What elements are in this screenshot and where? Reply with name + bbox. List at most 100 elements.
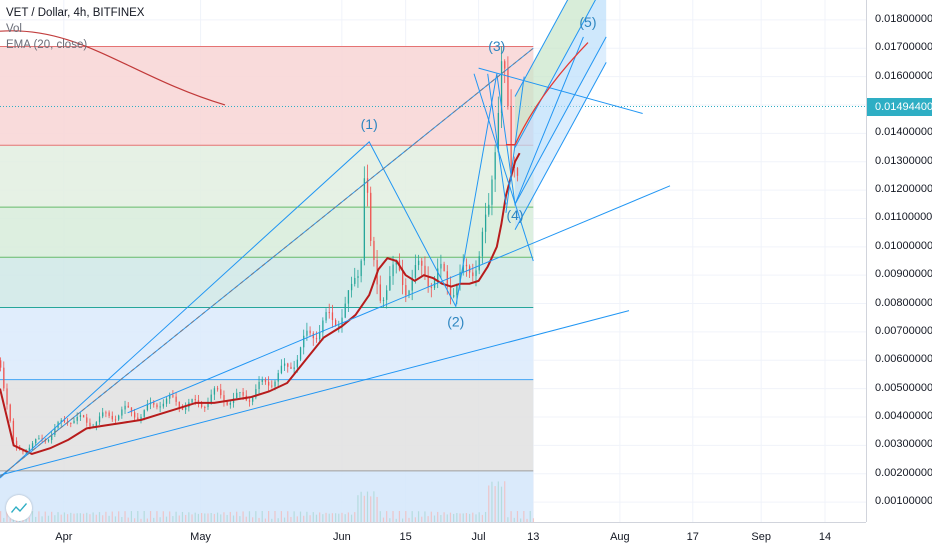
volume-bar xyxy=(392,511,394,522)
volume-bar xyxy=(347,512,349,522)
candle-body xyxy=(424,265,426,276)
candle-body xyxy=(360,260,362,277)
price-tick-label: 0.00400000 xyxy=(875,410,932,423)
time-axis[interactable]: Apr May Jun 15 Jul 13 Aug 17 Sep 14 xyxy=(0,522,866,551)
volume-bar xyxy=(204,513,206,522)
volume-bar xyxy=(210,513,212,522)
volume-bar xyxy=(341,512,343,522)
price-tick-label: 0.00700000 xyxy=(875,324,932,337)
volume-bar xyxy=(175,511,177,522)
volume-bar xyxy=(370,496,372,522)
price-tick-label: 0.00900000 xyxy=(875,268,932,281)
projection-dashed-line xyxy=(0,47,534,477)
volume-bar xyxy=(472,512,474,522)
chart-legend: VET / Dollar, 4h, BITFINEX Vol EMA (20, … xyxy=(6,5,144,53)
volume-bar xyxy=(86,512,88,522)
volume-bar xyxy=(153,517,155,522)
volume-bar xyxy=(124,511,126,522)
trendline-4 xyxy=(473,73,534,262)
candle-body xyxy=(172,395,174,397)
volume-bar xyxy=(220,514,222,522)
fib-zone-2 xyxy=(0,207,534,258)
volume-bar xyxy=(354,512,356,522)
volume-bar xyxy=(229,511,231,522)
price-tick-label: 0.01600000 xyxy=(875,69,932,82)
candle-body xyxy=(175,396,177,402)
fib-zone-3 xyxy=(0,257,534,308)
candle-body xyxy=(6,388,8,405)
candle-body xyxy=(430,286,433,288)
candle-body xyxy=(465,264,468,267)
candle-body xyxy=(462,264,464,272)
volume-bar xyxy=(287,511,289,522)
candle-body xyxy=(494,152,496,180)
wave-label-1: (1) xyxy=(361,116,378,132)
channel-line-upper xyxy=(514,0,569,97)
candle-body xyxy=(328,312,330,314)
volume-bar xyxy=(108,515,110,522)
volume-bar xyxy=(433,515,436,522)
candle-body xyxy=(12,420,15,441)
legend-ema[interactable]: EMA (20, close) xyxy=(6,39,88,51)
volume-bar xyxy=(322,514,324,522)
volume-bar xyxy=(303,515,305,522)
volume-bar xyxy=(248,511,251,522)
fib-zone-4 xyxy=(0,307,534,380)
volume-bar xyxy=(475,514,477,522)
axis-corner xyxy=(866,522,932,550)
volume-bar xyxy=(213,513,215,522)
price-chart[interactable]: (1) (2) (3) (4) (5) xyxy=(0,0,866,522)
volume-bar xyxy=(264,518,267,522)
candle-body xyxy=(504,61,506,69)
volume-bar xyxy=(529,511,531,522)
volume-bar xyxy=(497,481,499,522)
volume-bar xyxy=(494,486,496,522)
volume-bar xyxy=(389,518,391,522)
candle-body xyxy=(478,256,480,271)
volume-bar xyxy=(0,511,2,522)
candle-body xyxy=(248,400,251,402)
tradingview-logo-icon[interactable] xyxy=(6,495,32,521)
volume-bar xyxy=(414,517,416,522)
fib-zone-5 xyxy=(0,379,534,471)
volume-bar xyxy=(274,511,276,522)
price-tick-label: 0.01000000 xyxy=(875,239,932,252)
candle-body xyxy=(143,410,145,417)
candle-body xyxy=(63,420,66,422)
candle-body xyxy=(280,365,283,374)
volume-bar xyxy=(207,513,209,522)
chart-area[interactable]: (1) (2) (3) (4) (5) VET / Dollar, 4h, BITFIN… xyxy=(0,0,866,522)
volume-bar xyxy=(449,512,452,522)
volume-bar xyxy=(328,513,330,522)
legend-volume[interactable]: Vol xyxy=(6,23,22,35)
candle-body xyxy=(105,412,107,414)
volume-bar xyxy=(507,517,509,522)
candle-body xyxy=(338,325,340,327)
legend-symbol[interactable]: VET / Dollar, 4h, BITFINEX xyxy=(6,7,145,19)
time-tick-label: Jul xyxy=(471,531,486,543)
volume-bar xyxy=(89,514,91,522)
volume-bar xyxy=(430,511,432,522)
candle-body xyxy=(283,363,286,366)
candle-body xyxy=(366,178,369,193)
price-tick-label: 0.00300000 xyxy=(875,438,932,451)
volume-bar xyxy=(459,513,461,522)
volume-bar xyxy=(395,518,397,522)
candle-body xyxy=(137,417,139,420)
channel-outer-zone xyxy=(515,36,607,230)
volume-bar xyxy=(268,511,270,522)
candle-body xyxy=(287,363,289,367)
candle-body xyxy=(118,415,120,420)
candle-body xyxy=(379,284,381,301)
volume-bar xyxy=(299,511,302,522)
volume-bar xyxy=(376,496,378,522)
candle-body xyxy=(229,402,232,405)
candle-body xyxy=(274,381,276,387)
volume-bar xyxy=(239,516,241,522)
price-axis[interactable]: 0.018000000.017000000.016000000.01500000… xyxy=(866,0,932,522)
channel-lower-zone xyxy=(515,0,607,205)
candle-body xyxy=(178,401,180,408)
volume-bar xyxy=(156,511,158,522)
candle-body xyxy=(271,385,273,387)
volume-bar xyxy=(255,511,257,522)
